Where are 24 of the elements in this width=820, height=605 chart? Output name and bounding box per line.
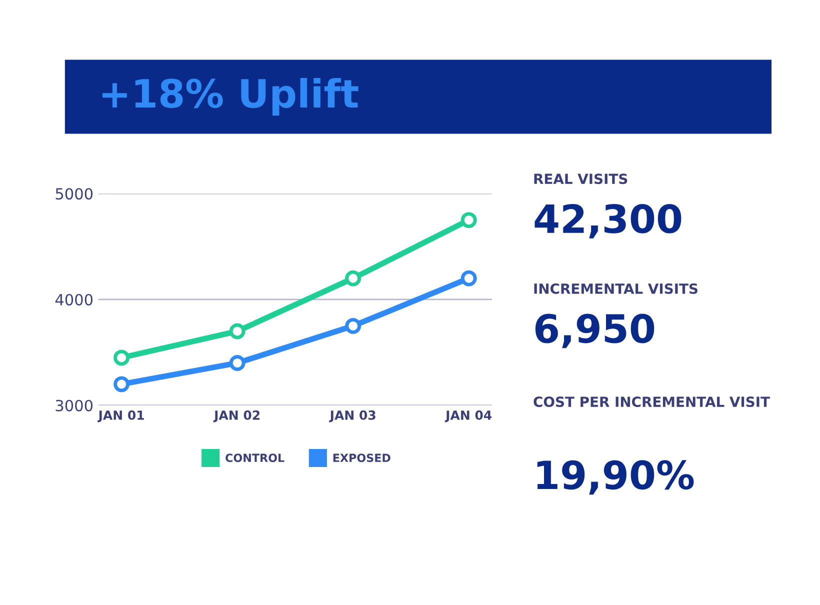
- legend-label: EXPOSED: [333, 454, 390, 462]
- x-tick-label: JAN 03: [329, 410, 376, 422]
- text: INCREMENTAL VISITS: [534, 283, 698, 294]
- x-tick-label: JAN 01: [98, 410, 144, 422]
- point: [114, 376, 130, 392]
- x-tick-label: JAN 02: [213, 410, 260, 422]
- point: [229, 323, 246, 340]
- point: [345, 270, 362, 286]
- point: [114, 350, 130, 366]
- point: [345, 318, 362, 334]
- point: [229, 355, 246, 371]
- x-tick-label: JAN 04: [444, 410, 492, 422]
- y-tick-label: 5000: [56, 188, 93, 200]
- text: 19,90%: [537, 460, 694, 495]
- y-tick-label: 3000: [56, 400, 93, 412]
- chart-title: +18% Uplift: [102, 78, 358, 116]
- text: REAL VISITS: [534, 174, 628, 184]
- legend-label: CONTROL: [226, 454, 284, 462]
- text: 42,300: [534, 204, 682, 238]
- point: [460, 212, 477, 228]
- text: COST PER INCREMENTAL VISIT: [534, 396, 770, 408]
- point: [460, 270, 477, 286]
- text: 6,950: [535, 314, 654, 348]
- y-tick-label: 4000: [55, 294, 93, 306]
